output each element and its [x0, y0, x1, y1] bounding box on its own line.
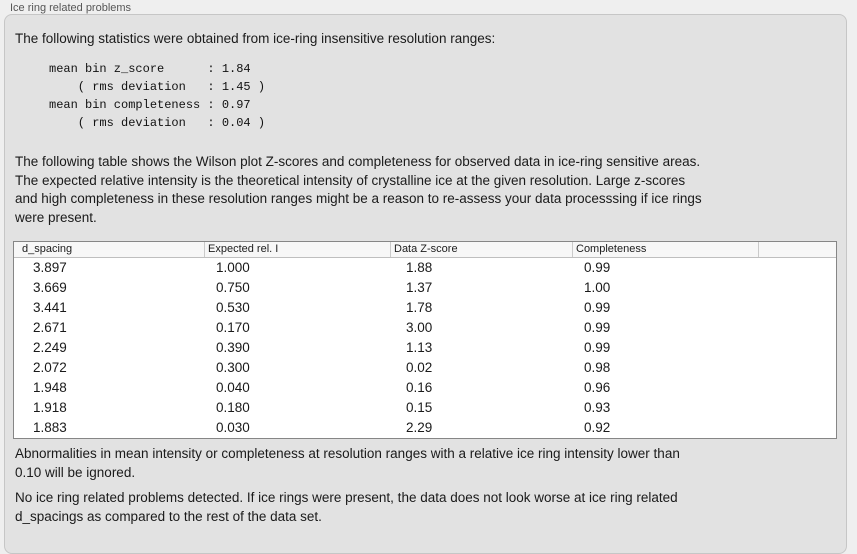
table-row[interactable]: 3.669 0.750 1.37 1.00 — [14, 278, 836, 298]
table-cell: 0.16 — [406, 380, 433, 395]
table-row[interactable]: 1.918 0.180 0.15 0.93 — [14, 398, 836, 418]
table-cell: 1.13 — [406, 340, 433, 355]
table-row[interactable]: 1.883 0.030 2.29 0.92 — [14, 418, 836, 438]
table-cell-filler — [758, 418, 836, 438]
table-cell: 2.072 — [33, 360, 67, 375]
column-header-expected-rel-i[interactable]: Expected rel. I — [204, 242, 390, 257]
table-header: d_spacing Expected rel. I Data Z-score Comp… — [14, 242, 836, 258]
table-cell: 3.00 — [406, 320, 433, 335]
table-cell: 2.29 — [406, 420, 433, 435]
table-cell: 3.669 — [33, 280, 67, 295]
stats-summary-block: mean bin z_score : 1.84 ( rms deviation … — [49, 62, 266, 130]
table-cell: 0.390 — [216, 340, 250, 355]
table-cell: 1.37 — [406, 280, 433, 295]
table-cell: 2.249 — [33, 340, 67, 355]
table-cell-filler — [758, 338, 836, 358]
column-header-d-spacing[interactable]: d_spacing — [22, 243, 73, 255]
table-cell-filler — [758, 358, 836, 378]
table-cell-filler — [758, 258, 836, 278]
ice-ring-panel: The following statistics were obtained f… — [4, 14, 847, 554]
ignore-note-text: Abnormalities in mean intensity or compl… — [15, 446, 680, 480]
table-row[interactable]: 3.897 1.000 1.88 0.99 — [14, 258, 836, 278]
table-cell: 1.948 — [33, 380, 67, 395]
table-row[interactable]: 2.671 0.170 3.00 0.99 — [14, 318, 836, 338]
table-cell: 2.671 — [33, 320, 67, 335]
table-cell: 0.180 — [216, 400, 250, 415]
column-header-filler — [758, 242, 836, 257]
table-cell: 1.78 — [406, 300, 433, 315]
table-cell: 1.88 — [406, 260, 433, 275]
table-cell: 0.96 — [584, 380, 611, 395]
table-cell: 0.300 — [216, 360, 250, 375]
table-cell-filler — [758, 298, 836, 318]
column-header-completeness[interactable]: Completeness — [572, 242, 758, 257]
table-cell: 0.530 — [216, 300, 250, 315]
table-cell: 3.441 — [33, 300, 67, 315]
table-cell: 0.170 — [216, 320, 250, 335]
table-cell: 0.02 — [406, 360, 433, 375]
intro-text: The following statistics were obtained f… — [15, 31, 496, 46]
table-cell: 0.040 — [216, 380, 250, 395]
table-cell-filler — [758, 378, 836, 398]
table-row[interactable]: 1.948 0.040 0.16 0.96 — [14, 378, 836, 398]
table-cell: 1.000 — [216, 260, 250, 275]
table-cell: 1.00 — [584, 280, 611, 295]
ice-ring-table: d_spacing Expected rel. I Data Z-score Comp… — [13, 241, 837, 439]
table-row[interactable]: 2.249 0.390 1.13 0.99 — [14, 338, 836, 358]
table-cell: 0.15 — [406, 400, 433, 415]
table-row[interactable]: 3.441 0.530 1.78 0.99 — [14, 298, 836, 318]
table-cell: 0.99 — [584, 320, 611, 335]
table-cell: 0.99 — [584, 260, 611, 275]
table-body: 3.897 1.000 1.88 0.99 3.669 0.750 1.37 1.00 3.44… — [14, 258, 836, 438]
table-cell: 1.918 — [33, 400, 67, 415]
column-header-data-z-score[interactable]: Data Z-score — [390, 242, 572, 257]
conclusion-text: No ice ring related problems detected. I… — [15, 490, 678, 524]
table-cell-filler — [758, 398, 836, 418]
table-cell: 0.92 — [584, 420, 611, 435]
table-cell-filler — [758, 278, 836, 298]
table-row[interactable]: 2.072 0.300 0.02 0.98 — [14, 358, 836, 378]
table-cell: 0.750 — [216, 280, 250, 295]
table-cell: 0.93 — [584, 400, 611, 415]
table-cell: 0.030 — [216, 420, 250, 435]
table-description-text: The following table shows the Wilson plo… — [15, 154, 702, 225]
group-box-title: Ice ring related problems — [10, 2, 132, 14]
table-cell: 0.99 — [584, 340, 611, 355]
table-cell: 1.883 — [33, 420, 67, 435]
table-cell-filler — [758, 318, 836, 338]
table-cell: 3.897 — [33, 260, 67, 275]
table-cell: 0.98 — [584, 360, 611, 375]
table-cell: 0.99 — [584, 300, 611, 315]
